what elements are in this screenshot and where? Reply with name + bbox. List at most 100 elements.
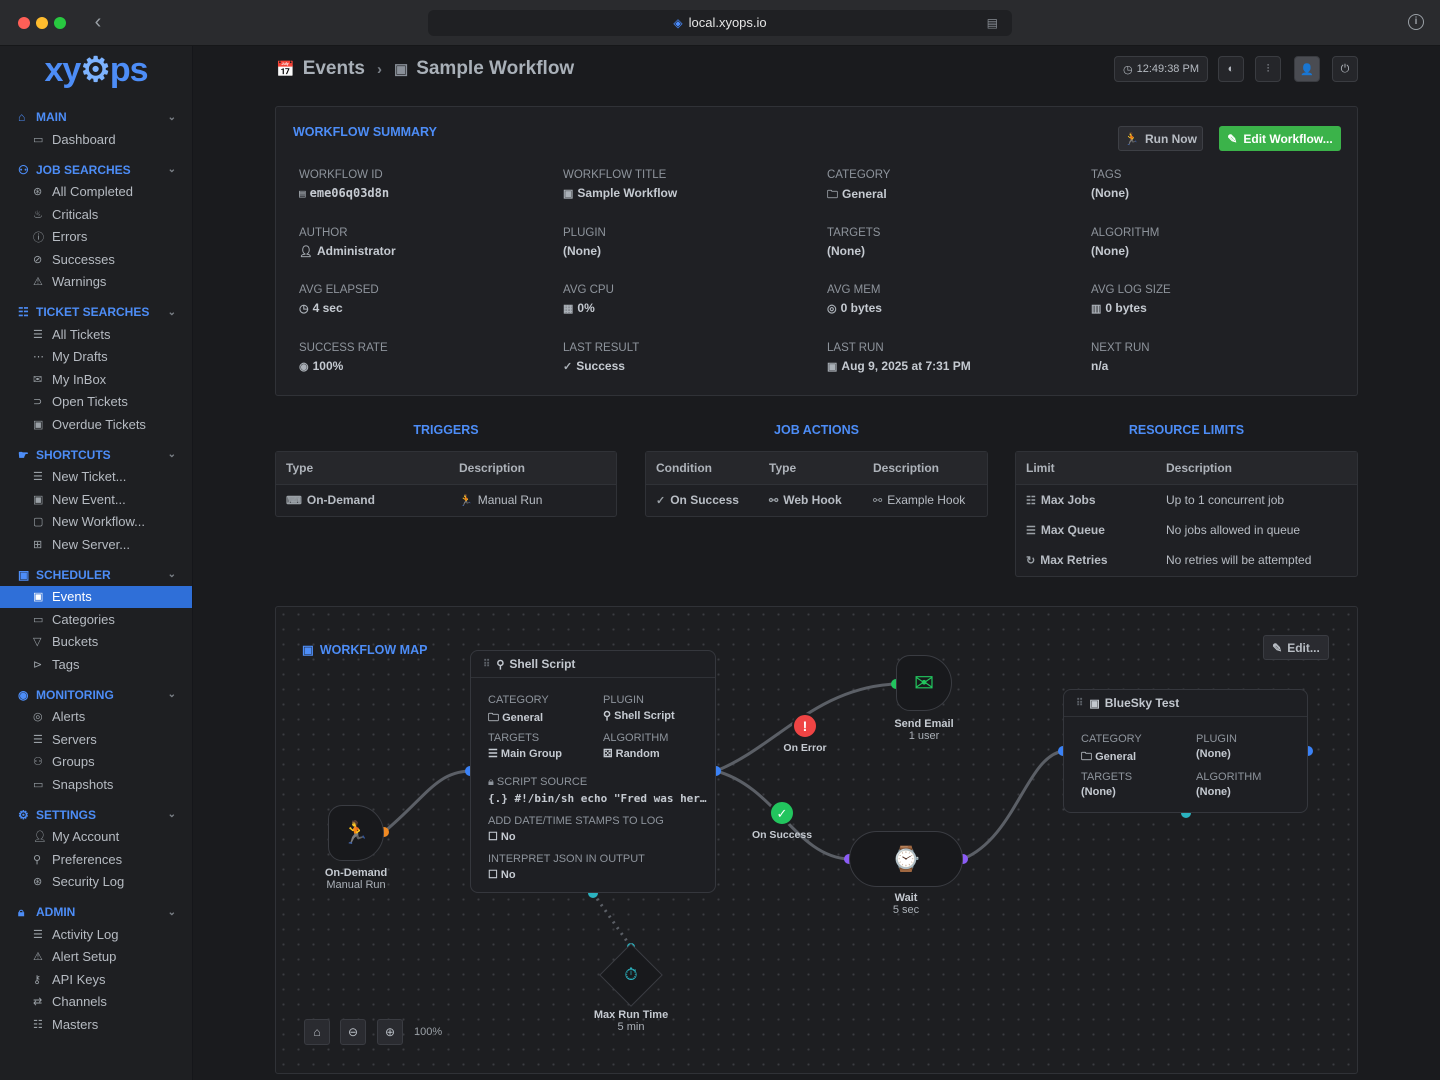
sidebar-item-my-inbox[interactable]: ✉ My InBox xyxy=(0,368,192,391)
calendar-icon: ▣ xyxy=(827,361,838,373)
sidebar-item-warnings[interactable]: ⚠ Warnings xyxy=(0,271,192,294)
nav-section-header[interactable]: ☛ SHORTCUTS ⌄ xyxy=(0,444,192,466)
info-icon[interactable]: i xyxy=(1408,14,1424,30)
chevron-down-icon[interactable]: ⌄ xyxy=(167,306,176,318)
table-row[interactable]: ⌨ On-Demand 🏃 Manual Run xyxy=(276,485,616,515)
address-bar[interactable]: ◈ local.xyops.io ▤ xyxy=(428,10,1012,36)
settings-sliders-button[interactable]: ⫶ xyxy=(1255,56,1281,82)
sidebar-item-successes[interactable]: ⊘ Successes xyxy=(0,248,192,271)
action-condition: On Success xyxy=(670,493,739,507)
jobs-icon: ☷ xyxy=(1026,494,1036,507)
summary-workflow-id: WORKFLOW ID ▤ eme06q03d8n xyxy=(299,169,549,200)
nav-item-icon: ⚷ xyxy=(33,973,42,986)
nav-section-header[interactable]: 🔒︎ ADMIN ⌄ xyxy=(0,901,192,923)
chevron-down-icon[interactable]: ⌄ xyxy=(167,111,176,123)
close-window-button[interactable] xyxy=(18,17,30,29)
sidebar-item-open-tickets[interactable]: ⊃ Open Tickets xyxy=(0,391,192,414)
sidebar-item-buckets[interactable]: ▽ Buckets xyxy=(0,631,192,654)
theme-toggle-button[interactable]: ◐ xyxy=(1218,56,1244,82)
minimize-window-button[interactable] xyxy=(36,17,48,29)
sliders-icon: ⫶ xyxy=(1266,62,1270,75)
grip-icon[interactable]: ⠿ xyxy=(483,658,491,670)
nav-section-header[interactable]: ⌂ MAIN ⌄ xyxy=(0,106,192,128)
breadcrumb-events[interactable]: Events xyxy=(302,58,365,79)
sidebar-item-channels[interactable]: ⇄ Channels xyxy=(0,991,192,1014)
action-type: Web Hook xyxy=(783,493,842,507)
sidebar-item-snapshots[interactable]: ▭ Snapshots xyxy=(0,773,192,796)
table-row[interactable]: ↻ Max Retries No retries will be attempte… xyxy=(1016,545,1357,575)
sidebar-item-errors[interactable]: ⓘ Errors xyxy=(0,226,192,249)
sidebar-item-new-server[interactable]: ⊞ New Server... xyxy=(0,533,192,556)
shell-script-node[interactable]: ⠿ ⚲ Shell Script CATEGORY 🗀 General PLUGIN ⚲… xyxy=(470,650,716,893)
table-row[interactable]: ☰ Max Queue No jobs allowed in queue xyxy=(1016,515,1357,545)
sidebar-item-all-completed[interactable]: ⊛ All Completed xyxy=(0,181,192,204)
sidebar-item-alerts[interactable]: ◎ Alerts xyxy=(0,706,192,729)
event-icon: ▣ xyxy=(1089,697,1100,710)
sidebar-item-dashboard[interactable]: ▭ Dashboard xyxy=(0,128,192,151)
sidebar-item-my-account[interactable]: 👤︎ My Account xyxy=(0,826,192,849)
nav-section-title: SCHEDULER xyxy=(36,567,111,582)
sidebar-item-criticals[interactable]: ♨ Criticals xyxy=(0,203,192,226)
clock-button[interactable]: ◷ 12:49:38 PM xyxy=(1114,56,1208,82)
nav-section-header[interactable]: ◉ MONITORING ⌄ xyxy=(0,684,192,706)
chevron-down-icon[interactable]: ⌄ xyxy=(167,906,176,918)
sidebar-item-alert-setup[interactable]: ⚠ Alert Setup xyxy=(0,946,192,969)
grip-icon[interactable]: ⠿ xyxy=(1076,697,1084,709)
workflow-map-panel: ! ✓ ▣ WORKFLOW MAP ✎ Edit... 🏃 On-Demand Ma… xyxy=(275,606,1358,1074)
map-edit-button[interactable]: ✎ Edit... xyxy=(1263,635,1329,660)
sidebar-item-events[interactable]: ▣ Events xyxy=(0,585,192,608)
bluesky-node[interactable]: ⠿ ▣ BlueSky Test CATEGORY 🗀 General PLUGIN (… xyxy=(1063,689,1308,813)
sidebar-item-api-keys[interactable]: ⚷ API Keys xyxy=(0,968,192,991)
table-row[interactable]: ☷ Max Jobs Up to 1 concurrent job xyxy=(1016,485,1357,515)
zoom-home-button[interactable]: ⌂ xyxy=(304,1019,330,1045)
trigger-node[interactable]: 🏃 xyxy=(328,805,384,861)
triggers-title: TRIGGERS xyxy=(413,423,479,437)
nav-section-job-searches: ⚇ JOB SEARCHES ⌄ ⊛ All Completed ♨ Criticals ⓘ E… xyxy=(0,159,192,294)
xyops-logo[interactable]: xy⚙ps xyxy=(0,46,192,98)
table-row[interactable]: ✓ On Success ⚯ Web Hook ⚯ Example Hook xyxy=(646,485,987,515)
nav-section-header[interactable]: ⚇ JOB SEARCHES ⌄ xyxy=(0,159,192,181)
sidebar-item-all-tickets[interactable]: ☰ All Tickets xyxy=(0,323,192,346)
sidebar-item-new-ticket[interactable]: ☰ New Ticket... xyxy=(0,466,192,489)
field-value: 100% xyxy=(312,359,344,373)
sidebar-item-categories[interactable]: ▭ Categories xyxy=(0,608,192,631)
reader-icon[interactable]: ▤ xyxy=(986,16,998,30)
sidebar-item-label: Servers xyxy=(52,731,97,747)
zoom-out-button[interactable]: ⊖ xyxy=(340,1019,366,1045)
sidebar-item-overdue-tickets[interactable]: ▣ Overdue Tickets xyxy=(0,413,192,436)
maxrun-diamond[interactable] xyxy=(599,943,663,1007)
nav-section-header[interactable]: ☷ TICKET SEARCHES ⌄ xyxy=(0,301,192,323)
wait-node[interactable]: ⌚ xyxy=(849,831,963,887)
user-avatar-button[interactable]: 👤 xyxy=(1294,56,1320,82)
back-arrow-icon[interactable]: ‹ xyxy=(94,11,102,33)
send-email-node[interactable]: ✉ xyxy=(896,655,952,711)
nav-section-header[interactable]: ▣ SCHEDULER ⌄ xyxy=(0,564,192,586)
sidebar-item-servers[interactable]: ☰ Servers xyxy=(0,728,192,751)
sidebar-item-groups[interactable]: ⚇ Groups xyxy=(0,751,192,774)
sidebar-item-tags[interactable]: ⊳ Tags xyxy=(0,653,192,676)
sidebar-item-new-event[interactable]: ▣ New Event... xyxy=(0,488,192,511)
limit-description: No jobs allowed in queue xyxy=(1166,523,1301,537)
nav-section-header[interactable]: ⚙ SETTINGS ⌄ xyxy=(0,804,192,826)
sidebar-item-new-workflow[interactable]: ▢ New Workflow... xyxy=(0,511,192,534)
zoom-in-button[interactable]: ⊕ xyxy=(377,1019,403,1045)
chevron-down-icon[interactable]: ⌄ xyxy=(167,809,176,820)
chevron-down-icon[interactable]: ⌄ xyxy=(167,569,176,580)
run-now-button[interactable]: 🏃 Run Now xyxy=(1118,126,1203,151)
chevron-down-icon[interactable]: ⌄ xyxy=(167,689,176,700)
chevron-down-icon[interactable]: ⌄ xyxy=(167,164,176,175)
field-label: CATEGORY xyxy=(1081,733,1142,745)
sidebar-item-preferences[interactable]: ⚲ Preferences xyxy=(0,848,192,871)
sidebar-item-security-log[interactable]: ⊛ Security Log xyxy=(0,871,192,894)
sidebar-item-activity-log[interactable]: ☰ Activity Log xyxy=(0,923,192,946)
field-value: General xyxy=(502,712,544,724)
limit-name: Max Retries xyxy=(1040,553,1108,567)
pie-icon: ◉ xyxy=(299,361,309,373)
edit-workflow-button[interactable]: ✎ Edit Workflow... xyxy=(1219,126,1341,151)
sidebar-item-my-drafts[interactable]: ⋯ My Drafts xyxy=(0,346,192,369)
maximize-window-button[interactable] xyxy=(54,17,66,29)
nav-section-title: MAIN xyxy=(36,110,67,124)
sidebar-item-masters[interactable]: ☷ Masters xyxy=(0,1013,192,1036)
logout-button[interactable]: ⏻ xyxy=(1332,56,1358,82)
chevron-down-icon[interactable]: ⌄ xyxy=(167,449,176,460)
